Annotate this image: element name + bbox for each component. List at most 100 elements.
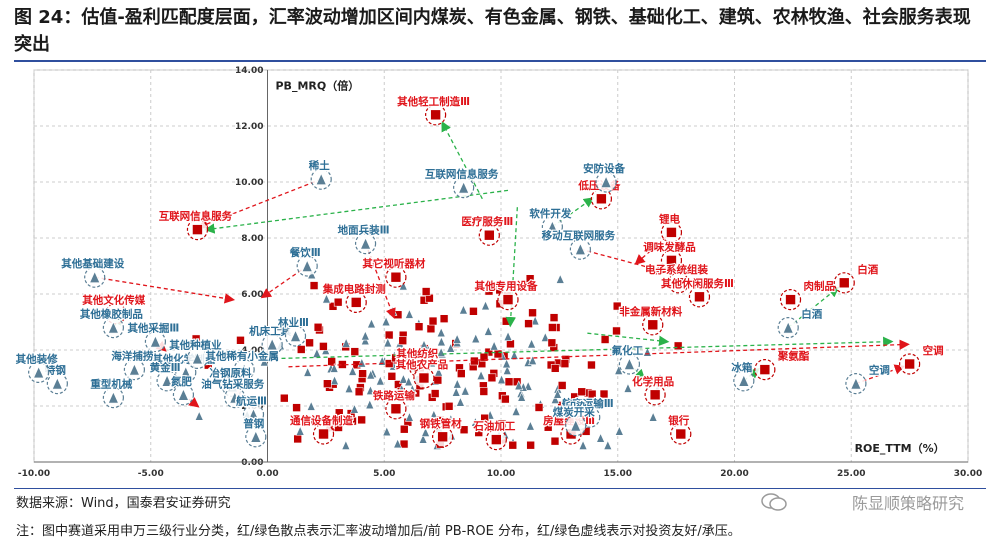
scatter-point <box>560 359 570 368</box>
scatter-point <box>648 411 658 422</box>
highlight-point <box>350 297 362 308</box>
scatter-point <box>405 411 414 422</box>
highlight-point <box>315 172 327 185</box>
scatter-point <box>540 331 550 342</box>
point-label: 移动互联网服务 <box>542 229 616 242</box>
scatter-point <box>509 349 519 360</box>
scatter-point <box>292 403 301 412</box>
scatter-point <box>421 287 431 296</box>
scatter-point <box>603 440 613 450</box>
scatter-point <box>404 376 414 387</box>
point-label: 安防设备 <box>583 162 625 175</box>
point-label: 地面兵装Ⅲ <box>338 224 390 237</box>
pressure-arrow <box>281 336 894 360</box>
scatter-point <box>236 335 245 345</box>
highlight-point <box>128 363 140 376</box>
pressure-arrow <box>204 189 509 234</box>
scatter-point <box>497 374 507 385</box>
scatter-point <box>309 417 318 426</box>
scatter-point <box>430 389 440 398</box>
highlight-point <box>782 321 794 334</box>
point-label: 石油加工 <box>472 420 515 433</box>
scatter-point <box>474 428 484 437</box>
highlight-point <box>694 291 705 303</box>
scatter-point <box>421 427 431 437</box>
scatter-point <box>399 424 409 434</box>
highlight-point <box>180 366 192 379</box>
scatter-point <box>299 416 308 426</box>
scatter-point <box>357 415 366 425</box>
scatter-point <box>476 370 486 380</box>
scatter-point <box>446 413 456 424</box>
x-tick-label: -10.00 <box>18 469 50 479</box>
highlight-point <box>502 294 514 305</box>
point-label: 铁路运输 <box>373 389 415 402</box>
scatter-point <box>358 369 367 379</box>
point-label: 空调 <box>923 344 944 357</box>
point-label: 其他轻工制造Ⅲ <box>397 95 470 108</box>
scatter-point <box>313 322 323 332</box>
point-label: 互联网信息服务 <box>425 168 499 181</box>
point-label: 稀土 <box>309 159 330 172</box>
scatter-point <box>574 398 583 407</box>
point-label: 航空运输Ⅲ <box>562 397 614 410</box>
scatter-point <box>350 403 359 414</box>
scatter-point <box>600 335 610 344</box>
scatter-point <box>259 356 269 367</box>
point-label: 普钢 <box>243 417 264 430</box>
point-label: 其他橡胶制品 <box>80 308 143 321</box>
scatter-point <box>623 382 633 393</box>
scatter-point <box>435 416 445 425</box>
point-label: 冰箱 <box>731 361 752 374</box>
scatter-point <box>418 433 428 444</box>
scatter-point <box>497 419 507 428</box>
point-label: 冶钢原料 <box>209 366 251 379</box>
point-label: 肉制品 <box>804 280 836 293</box>
highlight-point <box>838 277 850 289</box>
y-tick-label: 10.00 <box>235 178 263 188</box>
scatter-point <box>548 323 557 332</box>
scatter-point <box>296 345 306 354</box>
scatter-point <box>395 389 405 398</box>
point-label: 氟化工 <box>612 344 644 357</box>
footer-rule <box>14 488 986 489</box>
scatter-point <box>550 394 560 404</box>
y-tick-label: 8.00 <box>241 234 263 244</box>
scatter-point <box>398 336 408 345</box>
y-axis-label: PB_MRQ（倍） <box>276 79 360 93</box>
scatter-point <box>481 300 490 311</box>
highlight-point <box>546 220 558 233</box>
scatter-point <box>504 377 514 387</box>
friendly-arrow <box>364 243 396 319</box>
scatter-point <box>525 274 535 284</box>
scatter-point <box>555 273 565 284</box>
scatter-point <box>471 333 481 344</box>
scatter-point <box>428 316 438 326</box>
scatter-point <box>459 425 469 435</box>
scatter-point <box>439 314 449 323</box>
point-label: 其他文化传媒 <box>82 294 145 307</box>
scatter-point <box>419 339 429 350</box>
point-label: 其他装修 <box>16 352 58 365</box>
highlight-point <box>850 377 862 390</box>
highlight-point <box>759 364 771 375</box>
point-label: 医疗服务Ⅲ <box>461 215 513 228</box>
highlight-point <box>484 229 495 241</box>
scatter-point <box>367 318 376 329</box>
scatter-point <box>280 393 289 403</box>
scatter-point <box>543 422 553 432</box>
scatter-point <box>253 376 263 387</box>
scatter-point <box>489 340 499 351</box>
highlight-point <box>675 428 687 440</box>
highlight-point <box>89 270 101 283</box>
scatter-point <box>587 389 597 399</box>
scatter-point <box>194 410 204 421</box>
scatter-point <box>526 440 535 450</box>
x-tick-label: 20.00 <box>720 469 748 479</box>
scatter-point <box>528 308 537 318</box>
highlight-point <box>673 277 684 289</box>
point-label: 调味发酵品 <box>643 240 696 253</box>
x-tick-label: 25.00 <box>837 469 865 479</box>
scatter-point <box>333 297 343 307</box>
point-label: 林业Ⅲ <box>278 316 309 329</box>
